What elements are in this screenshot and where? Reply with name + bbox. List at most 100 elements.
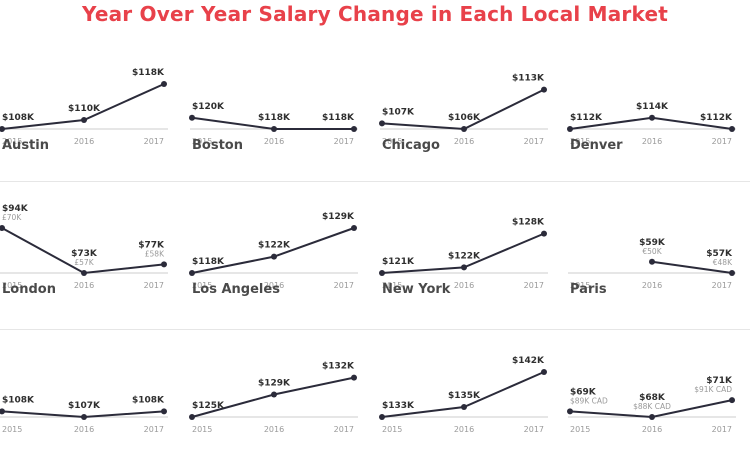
x-tick-label: 2017 [334, 425, 354, 434]
data-point [271, 126, 277, 132]
mini-line-chart: 2015 2016 2017 $125K $129K $132K [189, 362, 358, 434]
x-tick-label: 2015 [192, 281, 212, 290]
data-label: $106K [448, 113, 481, 123]
x-tick-label: 2017 [144, 425, 164, 434]
data-label: $122K [258, 241, 291, 251]
city-name: London [2, 282, 56, 297]
city-name: New York [382, 282, 451, 297]
data-label: $107K [68, 401, 101, 411]
city-name: Los Angeles [192, 282, 280, 297]
data-point [161, 81, 167, 87]
data-point [649, 114, 655, 121]
data-point [541, 230, 547, 237]
city-panel: 2015 2016 2017 $108K $107K $108K [0, 322, 190, 462]
data-point [189, 414, 195, 420]
city-panel: 2015 2016 2017 $121K $122K $128K New York [379, 178, 570, 318]
data-label: $118K [192, 257, 225, 267]
x-tick-label: 2016 [74, 137, 94, 146]
x-tick-label: 2015 [570, 425, 590, 434]
x-tick-label: 2016 [642, 425, 662, 434]
local-currency-label: $89K CAD [570, 396, 608, 405]
data-label: $73K [71, 249, 98, 259]
data-point [189, 270, 195, 276]
data-label: $132K [322, 362, 355, 372]
data-label: $120K [192, 102, 225, 112]
data-label: $133K [382, 401, 415, 411]
data-label: $121K [382, 257, 415, 267]
data-label: $57K [706, 249, 733, 259]
local-currency-label: €48K [713, 258, 733, 267]
x-tick-label: 2017 [144, 137, 164, 146]
data-point [461, 404, 467, 410]
data-label: $59K [639, 238, 666, 248]
mini-line-chart: 2015 2016 2017 $133K $135K $142K [379, 356, 548, 434]
data-point [541, 369, 547, 375]
data-label: $118K [132, 68, 165, 78]
city-name: Denver [570, 138, 623, 153]
data-point [729, 270, 735, 276]
row-divider [0, 181, 750, 182]
data-label: $68K [639, 393, 666, 403]
city-name: Chicago [382, 138, 440, 153]
data-label: $118K [258, 113, 291, 123]
data-label: $108K [2, 113, 35, 123]
x-tick-label: 2016 [454, 281, 474, 290]
mini-line-chart: 2015 2016 2017 $120K $118K $118K [189, 102, 358, 146]
x-tick-label: 2015 [382, 425, 402, 434]
x-tick-label: 2016 [454, 137, 474, 146]
mini-line-chart: 2015 2016 2017 $69K$89K CAD $68K$88K CAD $71K… [567, 376, 736, 434]
x-tick-label: 2016 [264, 425, 284, 434]
local-currency-label: €50K [642, 247, 662, 256]
data-point [351, 225, 357, 231]
x-tick-label: 2015 [2, 425, 22, 434]
data-point [271, 391, 277, 398]
data-label: $71K [706, 376, 733, 386]
data-label: $112K [700, 113, 733, 123]
data-label: $128K [512, 218, 545, 228]
data-point [189, 114, 195, 121]
city-panel: 2015 2016 2017 $125K $129K $132K [189, 322, 380, 462]
city-panel: 2015 2016 2017 $133K $135K $142K [379, 322, 570, 462]
data-point [461, 264, 467, 271]
x-tick-label: 2017 [524, 425, 544, 434]
data-point [729, 397, 735, 404]
data-point [379, 120, 385, 127]
x-tick-label: 2016 [264, 137, 284, 146]
x-tick-label: 2017 [712, 281, 732, 290]
data-point [461, 126, 467, 132]
data-label: $125K [192, 401, 225, 411]
series-line [651, 260, 733, 274]
city-panel: 2015 2016 2017 $107K $106K $113K Chicago [379, 34, 570, 174]
local-currency-label: $88K CAD [633, 402, 671, 411]
data-point [0, 126, 5, 132]
data-point [649, 258, 655, 265]
city-panel: 2015 2016 2017 $118K $122K $129K Los Angeles [189, 178, 380, 318]
x-tick-label: 2017 [334, 137, 354, 146]
x-tick-label: 2016 [74, 425, 94, 434]
data-label: $118K [322, 113, 355, 123]
small-multiples-grid: 2015 2016 2017 $108K $110K $118K Austin 2015 201… [0, 34, 750, 434]
mini-line-chart: 2015 2016 2017 $121K $122K $128K [379, 218, 548, 290]
data-point [729, 126, 735, 132]
x-tick-label: 2017 [712, 137, 732, 146]
city-name: Austin [2, 138, 49, 153]
data-point [567, 408, 573, 415]
data-point [271, 253, 277, 260]
mini-line-chart: 2015 2016 2017 $108K $107K $108K [0, 395, 168, 434]
data-label: $107K [382, 107, 415, 117]
data-point [81, 117, 87, 123]
mini-line-chart: 2015 2016 2017 $112K $114K $112K [567, 102, 736, 146]
mini-line-chart: 2015 2016 2017 $94K£70K $73K£57K $77K£58K [0, 204, 168, 290]
city-panel: 2015 2016 2017 $120K $118K $118K Boston [189, 34, 380, 174]
x-tick-label: 2015 [570, 137, 590, 146]
x-tick-label: 2015 [382, 281, 402, 290]
data-point [541, 86, 547, 93]
data-point [351, 374, 357, 381]
local-currency-label: £57K [74, 258, 94, 267]
data-point [649, 414, 655, 420]
local-currency-label: £58K [145, 249, 165, 258]
x-tick-label: 2016 [642, 137, 662, 146]
data-point [161, 261, 167, 268]
data-label: $113K [512, 74, 545, 84]
city-panel: 2015 2016 2017 $59K €50K $57K €48K Paris [568, 178, 750, 318]
